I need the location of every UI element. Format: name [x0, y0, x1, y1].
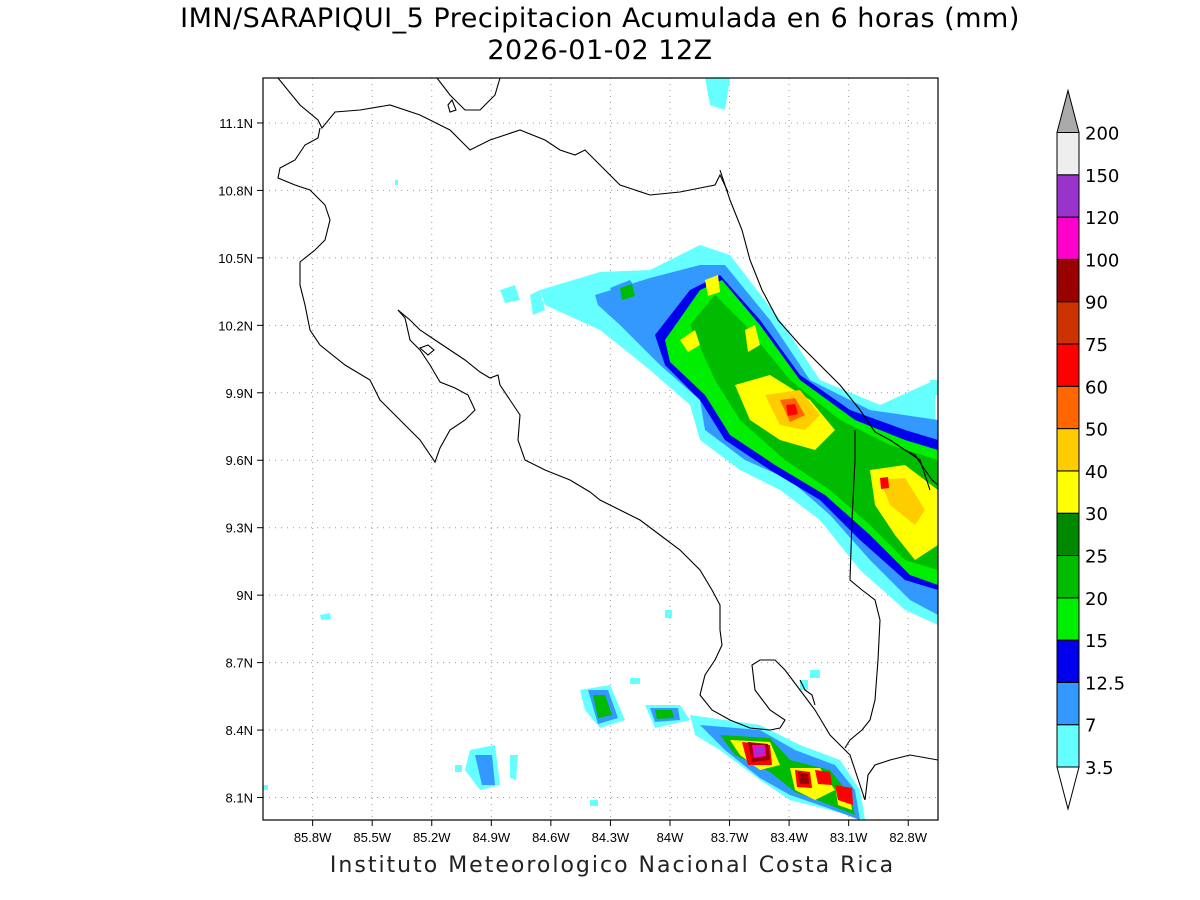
precip-cells-south-purple [755, 747, 764, 755]
colorbar-label: 150 [1085, 166, 1119, 187]
lon-tick-label: 83.1W [830, 830, 868, 845]
island-tortuga [418, 344, 435, 356]
colorbar-swatch [1056, 470, 1080, 514]
lat-tick-label: 8.1N [226, 791, 253, 806]
lon-tick-label: 85.5W [353, 830, 391, 845]
colorbar-label: 120 [1085, 208, 1119, 229]
colorbar-swatch [1056, 174, 1080, 218]
colorbar-swatch [1056, 639, 1080, 683]
nicaragua-border [277, 78, 729, 196]
lake-nicaragua-shore [436, 78, 501, 111]
colorbar-swatch [1056, 428, 1080, 472]
precip-cells-south-red [742, 742, 853, 805]
precipitation-field [263, 78, 938, 820]
coastline-borders [277, 78, 938, 801]
colorbar-label: 3.5 [1085, 758, 1114, 779]
lat-tick-label: 10.5N [218, 251, 253, 266]
colorbar-swatch [1056, 681, 1080, 726]
colorbar-label: 15 [1085, 631, 1108, 652]
map-title: IMN/SARAPIQUI_5 Precipitacion Acumulada … [180, 3, 1020, 34]
precip-colorbar: 3.5 7 12.5 15 20 25 30 40 50 60 75 90 100 120 150 200 [1056, 88, 1125, 811]
lat-tick-label: 8.4N [226, 723, 253, 738]
colorbar-label: 12.5 [1085, 673, 1125, 694]
panama-caribbean-coast [904, 449, 938, 486]
longitude-axis: 85.8W 85.5W 85.2W 84.9W 84.6W 84.3W 84W 83.7W 83… [294, 820, 928, 845]
colorbar-label: 50 [1085, 420, 1108, 441]
precip-band-caribbean-core [786, 404, 889, 489]
lon-tick-label: 85.2W [413, 830, 451, 845]
lon-tick-label: 84.9W [473, 830, 511, 845]
colorbar-swatch [1056, 555, 1080, 599]
colorbar-label: 25 [1085, 547, 1108, 568]
latitude-axis: 11.1N 10.8N 10.5N 10.2N 9.9N 9.6N 9.3N 9N 8.7N 8.… [218, 116, 263, 806]
colorbar-label: 60 [1085, 377, 1108, 398]
lat-tick-label: 9.6N [226, 453, 253, 468]
osa-peninsula-detail [799, 679, 816, 706]
colorbar-swatch [1056, 385, 1080, 430]
colorbar-label: 200 [1085, 124, 1119, 145]
colorbar-swatch [1056, 258, 1080, 303]
lon-tick-label: 83.4W [770, 830, 808, 845]
lat-tick-label: 8.7N [226, 656, 253, 671]
colorbar-label: 75 [1085, 335, 1108, 356]
panama-border [844, 430, 881, 749]
map-frame [262, 77, 939, 821]
colorbar-label: 100 [1085, 250, 1119, 271]
colorbar-lower-arrow [1056, 766, 1080, 811]
colorbar-label: 40 [1085, 462, 1108, 483]
colorbar-label: 20 [1085, 589, 1108, 610]
precip-band-island-north-green [620, 284, 635, 300]
colorbar-upper-arrow [1056, 88, 1080, 133]
gulf-of-nicoya-coast [397, 309, 866, 801]
guanacaste-coast [277, 127, 476, 464]
colorbar-swatch [1056, 343, 1080, 387]
lon-tick-label: 84W [657, 830, 684, 845]
colorbar-swatch [1056, 512, 1080, 557]
colorbar-swatch [1056, 597, 1080, 641]
lon-tick-label: 83.7W [711, 830, 749, 845]
island-marker [447, 98, 457, 113]
lon-tick-label: 84.6W [532, 830, 570, 845]
colorbar-swatch [1056, 216, 1080, 260]
lat-tick-label: 9N [236, 588, 253, 603]
colorbar-swatch [1056, 132, 1080, 176]
lon-tick-label: 85.8W [294, 830, 332, 845]
lat-tick-label: 9.3N [226, 521, 253, 536]
colorbar-label: 30 [1085, 504, 1108, 525]
colorbar-label: 90 [1085, 293, 1108, 314]
lat-tick-label: 10.8N [218, 183, 253, 198]
colorbar-label: 7 [1085, 716, 1096, 737]
lat-tick-label: 9.9N [226, 386, 253, 401]
caribbean-coast [719, 169, 931, 491]
lat-tick-label: 11.1N [219, 116, 253, 131]
colorbar-swatch [1056, 301, 1080, 345]
lat-tick-label: 10.2N [218, 318, 253, 333]
lon-tick-label: 84.3W [592, 830, 630, 845]
colorbar-swatch [1056, 724, 1080, 768]
lon-tick-label: 82.8W [889, 830, 927, 845]
precip-band-caribbean-orange [765, 390, 925, 525]
burica-peninsula [864, 754, 938, 801]
map-valid-time: 2026-01-02 12Z [487, 35, 713, 66]
precip-cells-south-green [593, 695, 855, 815]
credit-text: Instituto Meteorologico Nacional Costa R… [329, 853, 896, 878]
